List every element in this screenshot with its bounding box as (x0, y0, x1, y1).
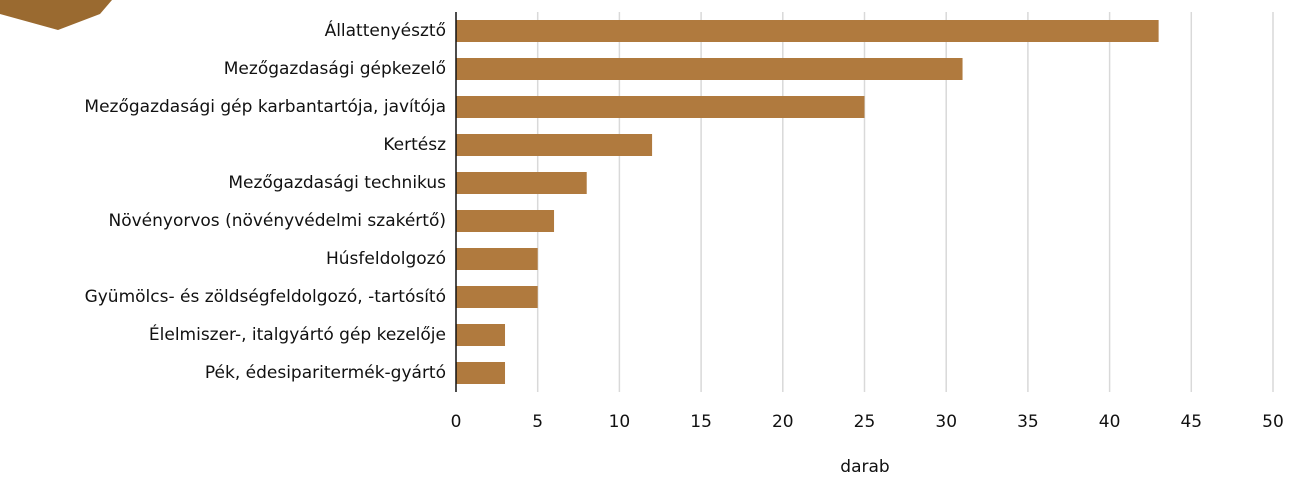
y-tick-label: Gyümölcs- és zöldségfeldolgozó, -tartósí… (85, 287, 446, 307)
y-tick-label: Mezőgazdasági gépkezelő (224, 59, 446, 79)
y-tick-label: Növényorvos (növényvédelmi szakértő) (108, 211, 446, 231)
bar (456, 134, 653, 156)
x-tick-label: 5 (532, 412, 543, 432)
x-tick-label: 30 (935, 412, 957, 432)
x-tick-label: 20 (772, 412, 794, 432)
x-axis-label: darab (840, 457, 889, 477)
bar (456, 324, 506, 346)
bar (456, 58, 963, 80)
x-tick-label: 15 (690, 412, 712, 432)
y-tick-label: Pék, édesiparitermék-gyártó (205, 363, 446, 383)
y-tick-label: Kertész (383, 135, 446, 155)
x-tick-label: 0 (451, 412, 462, 432)
y-tick-label: Élelmiszer-, italgyártó gép kezelője (149, 323, 446, 345)
bar (456, 248, 538, 270)
bar (456, 286, 538, 308)
x-tick-label: 35 (1017, 412, 1039, 432)
bar (456, 96, 865, 118)
bar (456, 210, 555, 232)
y-tick-label: Mezőgazdasági technikus (228, 173, 446, 193)
y-tick-label: Húsfeldolgozó (326, 249, 446, 269)
bar (456, 172, 587, 194)
x-tick-label: 45 (1180, 412, 1202, 432)
x-tick-label: 40 (1099, 412, 1121, 432)
x-tick-label: 50 (1262, 412, 1284, 432)
x-tick-label: 10 (609, 412, 631, 432)
corner-decoration (0, 0, 112, 30)
y-tick-label: Állattenyésztő (325, 19, 446, 41)
y-tick-label: Mezőgazdasági gép karbantartója, javítój… (84, 97, 446, 117)
bar (456, 20, 1159, 42)
bar (456, 362, 506, 384)
x-tick-label: 25 (854, 412, 876, 432)
